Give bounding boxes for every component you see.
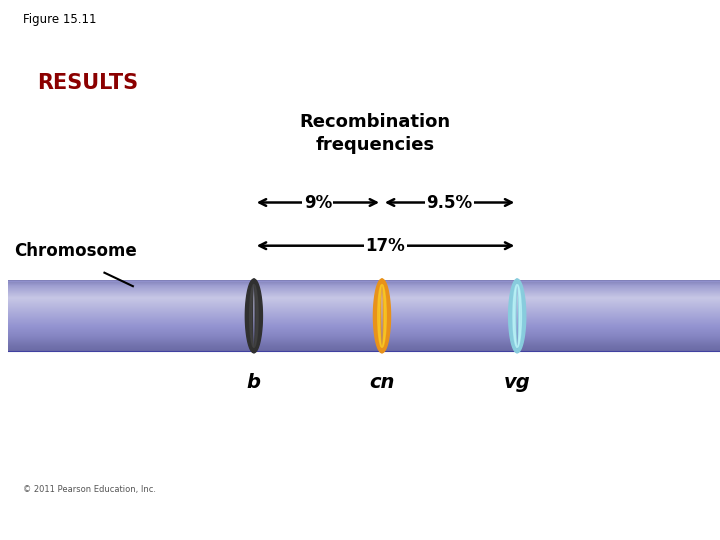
Text: Recombination
frequencies: Recombination frequencies [300,113,451,153]
Text: cn: cn [369,373,395,392]
Polygon shape [513,285,517,347]
Polygon shape [378,285,382,347]
Polygon shape [508,279,517,353]
Polygon shape [246,279,254,353]
Polygon shape [254,279,262,353]
Text: Figure 15.11: Figure 15.11 [22,14,96,26]
Polygon shape [517,285,521,347]
Text: 9.5%: 9.5% [426,193,472,212]
Polygon shape [250,285,254,347]
Polygon shape [374,279,382,353]
Text: b: b [247,373,261,392]
Polygon shape [517,279,526,353]
Text: 17%: 17% [366,237,405,255]
Polygon shape [382,285,386,347]
Polygon shape [382,279,390,353]
Text: RESULTS: RESULTS [37,73,138,93]
Text: Chromosome: Chromosome [14,242,138,260]
Text: 9%: 9% [304,193,332,212]
Polygon shape [254,285,258,347]
Text: © 2011 Pearson Education, Inc.: © 2011 Pearson Education, Inc. [22,485,156,494]
Text: vg: vg [504,373,531,392]
